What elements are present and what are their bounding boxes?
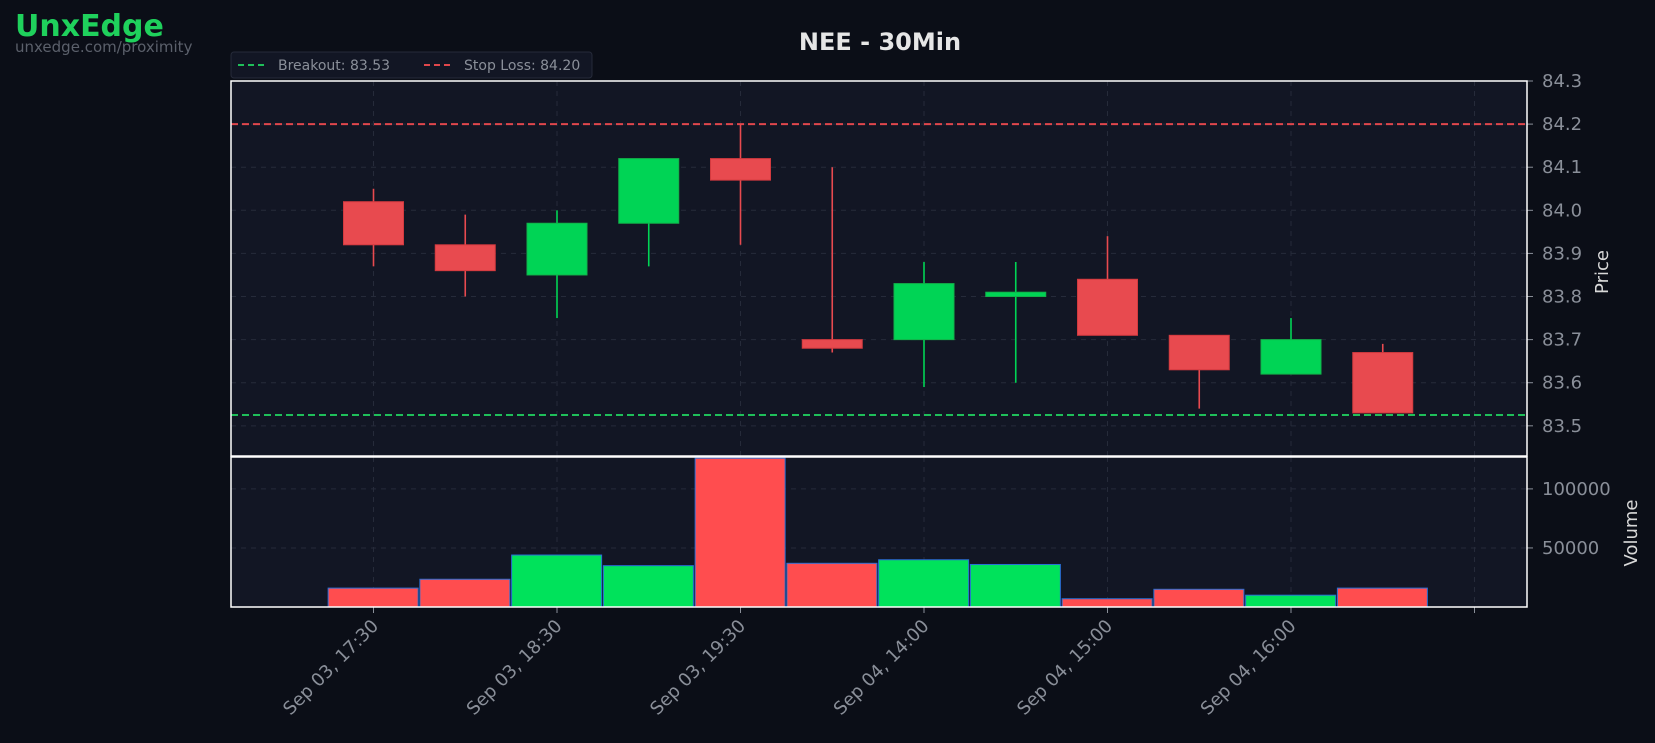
candle-body — [801, 339, 863, 349]
price-tick-label: 83.6 — [1542, 373, 1582, 394]
candle — [618, 158, 680, 267]
volume-bar — [786, 562, 878, 608]
price-tick-label: 83.9 — [1542, 243, 1582, 264]
volume-tick-label: 50000 — [1542, 538, 1599, 559]
candle-body — [343, 201, 404, 246]
price-tick-label: 83.7 — [1542, 330, 1582, 351]
candle — [1260, 318, 1322, 375]
candle — [1168, 334, 1230, 409]
volume-tick-label: 100000 — [1542, 479, 1611, 500]
candle-body — [1260, 339, 1322, 375]
candle — [526, 210, 588, 319]
volume-bars — [327, 457, 1428, 608]
price-tick-label: 84.2 — [1542, 114, 1582, 135]
volume-bar — [327, 587, 419, 608]
volume-bar — [1153, 588, 1245, 608]
price-tick-label: 84.3 — [1542, 71, 1582, 92]
volume-bar — [419, 578, 511, 608]
price-tick-label: 83.8 — [1542, 287, 1582, 308]
volume-bar — [1336, 587, 1428, 608]
price-tick-label: 84.1 — [1542, 157, 1582, 178]
candle — [710, 124, 771, 245]
candle — [893, 262, 955, 388]
candle — [985, 262, 1047, 383]
candle — [434, 214, 496, 297]
volume-bar — [1061, 598, 1153, 608]
price-tick-label: 84.0 — [1542, 200, 1582, 221]
candle-body — [1077, 278, 1138, 336]
candle-body — [985, 291, 1047, 298]
candle — [801, 167, 863, 353]
volume-bar — [511, 554, 603, 608]
candle-body — [618, 158, 680, 224]
candle-body — [434, 244, 496, 272]
candles — [343, 124, 1414, 414]
price-tick-label: 83.5 — [1542, 416, 1582, 437]
candle — [1077, 236, 1138, 336]
candle — [343, 188, 404, 267]
legend: Breakout: 83.53 Stop Loss: 84.20 — [230, 51, 593, 79]
volume-panel-frame — [230, 456, 1528, 608]
candle-body — [893, 283, 955, 341]
candle-body — [1352, 352, 1414, 414]
candle-body — [1168, 334, 1230, 371]
price-axis-label: Price — [1592, 250, 1613, 294]
brand-url: unxedge.com/proximity — [15, 38, 193, 56]
volume-bar — [969, 563, 1061, 608]
volume-bar — [694, 457, 786, 608]
brand-name: UnxEdge — [15, 9, 164, 44]
reference-lines — [231, 123, 1527, 417]
volume-ticks: 50000 100000 — [1527, 479, 1611, 559]
price-panel-frame — [230, 80, 1528, 457]
volume-axis-label: Volume — [1621, 500, 1642, 567]
candle-body — [526, 222, 588, 276]
legend-box — [230, 51, 593, 79]
volume-bar — [602, 565, 694, 608]
volume-bar — [878, 559, 970, 608]
chart-title: NEE - 30Min — [799, 28, 961, 56]
candle-body — [710, 158, 771, 181]
legend-breakout-label: Breakout: 83.53 — [278, 58, 390, 74]
price-ticks: 83.5 83.6 83.7 83.8 83.9 84.0 84.1 84.2 84.3 — [1527, 71, 1582, 437]
volume-bar — [1245, 594, 1337, 608]
legend-stoploss-label: Stop Loss: 84.20 — [464, 58, 580, 74]
candle — [1352, 343, 1414, 414]
price-panel — [231, 81, 1527, 456]
